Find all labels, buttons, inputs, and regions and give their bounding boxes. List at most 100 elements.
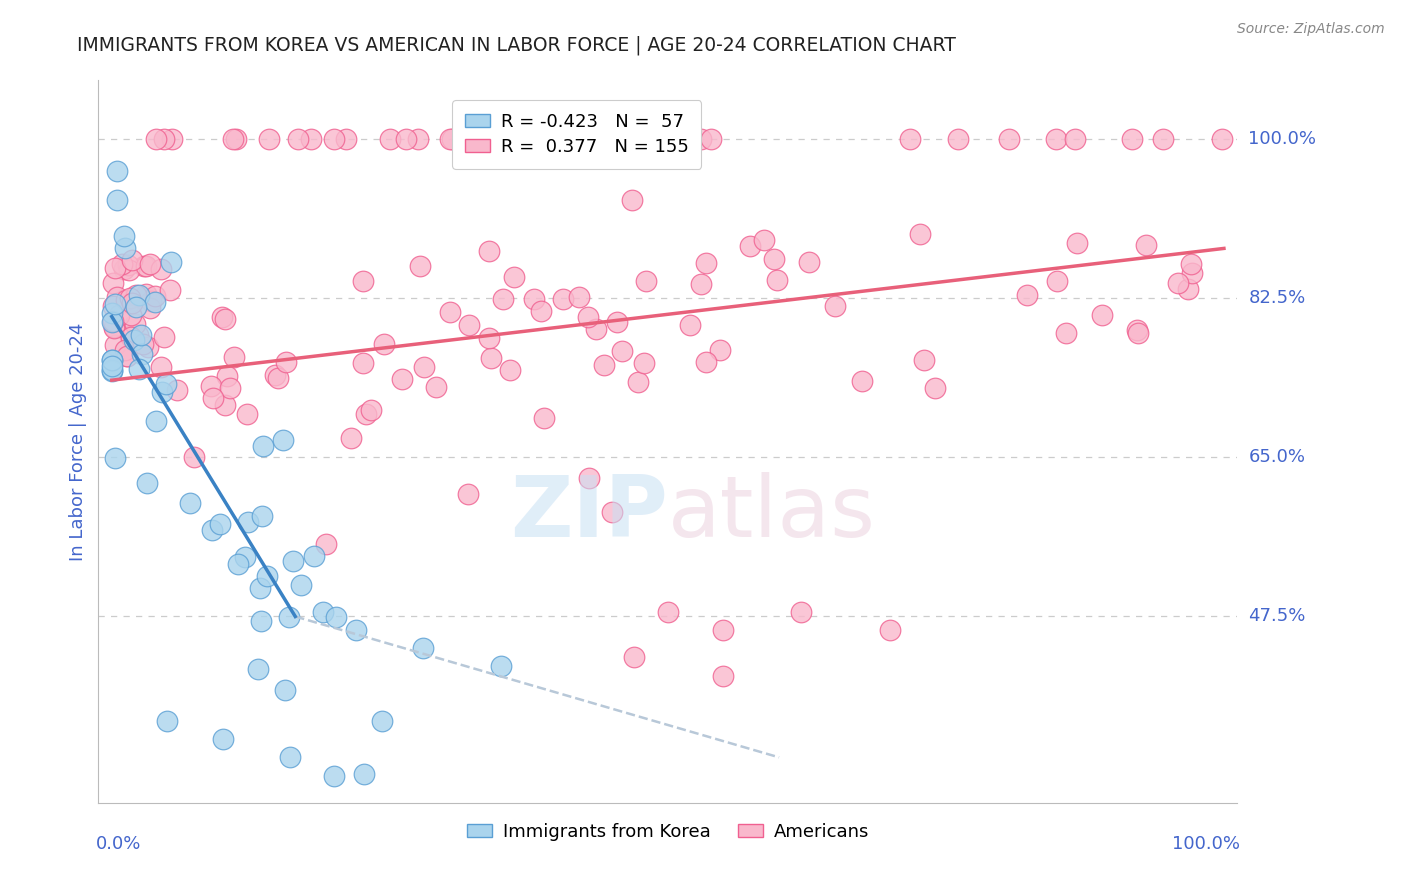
Point — [159, 255, 181, 269]
Point — [143, 294, 166, 309]
Point — [127, 328, 149, 343]
Point — [908, 227, 931, 241]
Point — [105, 194, 128, 208]
Point — [457, 487, 479, 501]
Point — [1128, 326, 1150, 340]
Point — [131, 347, 153, 361]
Point — [409, 260, 432, 274]
Text: 100.0%: 100.0% — [1249, 130, 1316, 148]
Point — [799, 255, 821, 269]
Point — [339, 431, 361, 445]
Point — [290, 577, 312, 591]
Point — [478, 331, 501, 345]
Point — [299, 132, 322, 146]
Point — [523, 292, 546, 306]
Point — [252, 439, 274, 453]
Point — [149, 262, 172, 277]
Point — [152, 132, 174, 146]
Point — [218, 381, 240, 395]
Point — [264, 368, 287, 382]
Point — [200, 378, 222, 392]
Point — [1091, 308, 1114, 322]
Point — [103, 320, 125, 334]
Point — [568, 290, 591, 304]
Point — [679, 318, 702, 333]
Point — [100, 352, 122, 367]
Point — [112, 261, 135, 276]
Point — [145, 414, 167, 428]
Point — [766, 273, 789, 287]
Point — [100, 306, 122, 320]
Point — [235, 407, 257, 421]
Point — [121, 330, 143, 344]
Text: ZIP: ZIP — [510, 472, 668, 556]
Point — [335, 132, 357, 146]
Point — [156, 714, 179, 728]
Point — [627, 132, 650, 146]
Point — [214, 312, 236, 326]
Text: 0.0%: 0.0% — [96, 835, 142, 854]
Point — [325, 610, 347, 624]
Point — [636, 274, 658, 288]
Point — [439, 132, 461, 146]
Point — [214, 398, 236, 412]
Point — [406, 132, 429, 146]
Point — [621, 193, 644, 207]
Point — [578, 470, 600, 484]
Point — [143, 289, 166, 303]
Point — [103, 337, 125, 351]
Point — [278, 609, 301, 624]
Point — [139, 301, 162, 315]
Point — [373, 336, 395, 351]
Point — [211, 310, 233, 324]
Point — [201, 523, 224, 537]
Point — [360, 403, 382, 417]
Point — [145, 132, 167, 146]
Point — [1126, 323, 1149, 337]
Point — [623, 650, 645, 665]
Point — [593, 358, 616, 372]
Point — [100, 363, 122, 377]
Point — [1180, 257, 1202, 271]
Point — [160, 132, 183, 146]
Legend: Immigrants from Korea, Americans: Immigrants from Korea, Americans — [460, 815, 876, 848]
Point — [606, 315, 628, 329]
Point — [122, 333, 145, 347]
Point — [249, 581, 271, 595]
Point — [413, 359, 436, 374]
Point — [492, 293, 515, 307]
Point — [118, 263, 141, 277]
Point — [530, 304, 553, 318]
Point — [315, 537, 337, 551]
Point — [136, 340, 159, 354]
Point — [100, 359, 122, 374]
Point — [1152, 132, 1174, 146]
Point — [115, 349, 138, 363]
Text: Source: ZipAtlas.com: Source: ZipAtlas.com — [1237, 22, 1385, 37]
Point — [713, 623, 735, 637]
Point — [353, 766, 375, 780]
Point — [946, 132, 969, 146]
Point — [117, 349, 139, 363]
Point — [104, 297, 127, 311]
Point — [633, 356, 655, 370]
Point — [551, 292, 574, 306]
Point — [274, 682, 297, 697]
Point — [131, 336, 153, 351]
Y-axis label: In Labor Force | Age 20-24: In Labor Force | Age 20-24 — [69, 322, 87, 561]
Point — [1135, 238, 1157, 252]
Point — [695, 256, 717, 270]
Point — [353, 274, 375, 288]
Point — [250, 614, 273, 628]
Point — [135, 286, 157, 301]
Point — [1056, 326, 1078, 340]
Point — [281, 554, 304, 568]
Point — [114, 343, 136, 358]
Point — [762, 252, 785, 267]
Point — [111, 257, 134, 271]
Point — [120, 291, 142, 305]
Point — [1045, 132, 1067, 146]
Point — [657, 605, 679, 619]
Point — [222, 132, 245, 146]
Point — [135, 259, 157, 273]
